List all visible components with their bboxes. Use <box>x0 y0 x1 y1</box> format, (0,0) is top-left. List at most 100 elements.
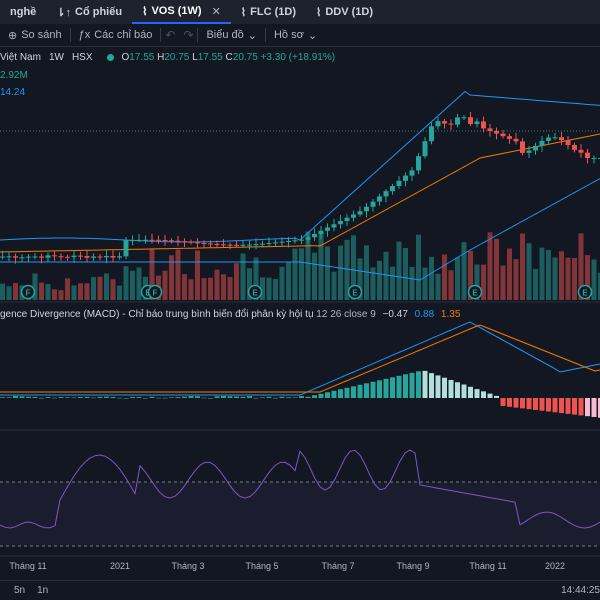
volume-bar <box>78 283 83 300</box>
undo-icon[interactable]: ↶ <box>165 28 176 42</box>
macd-line-value: 0.88 <box>414 309 435 320</box>
range-5d-button[interactable]: 5n <box>14 585 26 596</box>
macd-histogram-bar <box>91 397 96 399</box>
candle-body <box>156 239 161 241</box>
candle-body <box>292 240 298 242</box>
candle-body <box>455 117 460 125</box>
stocks-icon: ⇂↑ <box>56 6 71 19</box>
macd-histogram-bar <box>364 383 369 398</box>
candle-body <box>52 255 57 257</box>
volume-bar <box>364 245 369 300</box>
volume-bar <box>487 232 493 300</box>
candle-body <box>221 244 226 246</box>
macd-histogram-bar <box>6 397 12 398</box>
tab-stocks[interactable]: ⇂↑ Cổ phiếu <box>46 0 132 24</box>
volume-bar <box>500 265 506 300</box>
candle-body <box>260 243 265 245</box>
volume-bar <box>513 259 519 300</box>
candle-body <box>227 244 233 246</box>
volume-bar <box>162 270 168 300</box>
macd-histogram-bar <box>234 396 239 398</box>
candle-body <box>513 138 519 142</box>
volume-bar <box>370 267 376 300</box>
candle-body <box>104 255 109 258</box>
candle-body <box>351 214 356 218</box>
candle-body <box>32 256 38 258</box>
event-marker <box>147 284 163 300</box>
candle-body <box>13 256 18 258</box>
tab-stocks-label: Cổ phiếu <box>75 6 123 18</box>
candle-body <box>403 175 408 181</box>
candle-body <box>461 117 467 119</box>
tab-vos[interactable]: ⌇ VOS (1W) ✕ <box>132 0 231 24</box>
profile-button[interactable]: Hồ sơ ⌄ <box>266 29 325 42</box>
low-value: 17.55 <box>197 52 223 63</box>
chart-icon: ⌇ <box>142 5 148 18</box>
volume-bar <box>468 250 473 300</box>
candle-body <box>136 239 142 241</box>
tab-flc[interactable]: ⌇ FLC (1D) <box>231 0 306 24</box>
candle-body <box>390 186 395 192</box>
macd-histogram-bar <box>409 372 415 398</box>
macd-histogram-bar <box>526 398 532 410</box>
volume-bar <box>136 267 142 300</box>
macd-histogram-bar <box>266 396 272 398</box>
volume-bar <box>305 231 311 300</box>
clock: 14:44:25 <box>561 585 600 596</box>
volume-bar <box>110 279 116 300</box>
function-icon: ƒx <box>78 29 91 41</box>
volume-bar <box>403 248 408 300</box>
macd-histogram-bar <box>390 377 395 398</box>
chart-icon: ⌇ <box>315 6 322 19</box>
macd-histogram-bar <box>253 397 259 399</box>
chevron-down-icon: ⌄ <box>247 29 257 42</box>
macd-histogram-bar <box>331 390 337 398</box>
candle-body <box>0 256 5 258</box>
candle-body <box>565 140 571 146</box>
candle-body <box>370 201 376 207</box>
candle-body <box>234 244 239 246</box>
macd-histogram-bar <box>435 375 441 398</box>
macd-histogram-bar <box>162 397 168 399</box>
high-value: 20.75 <box>164 52 190 63</box>
candle-body <box>331 224 337 228</box>
volume-bar <box>279 266 285 300</box>
volume-bar <box>351 235 356 300</box>
macd-histogram-bar <box>13 396 18 398</box>
chart-icon: ⌇ <box>240 6 247 19</box>
candle-body <box>19 257 25 259</box>
volume-bar <box>331 271 337 300</box>
divider <box>69 28 71 42</box>
close-icon[interactable]: ✕ <box>211 5 221 18</box>
volume-bar <box>39 282 44 300</box>
volume-bar <box>565 257 571 300</box>
volume-bar <box>435 273 441 300</box>
volume-bar <box>552 257 558 300</box>
macd-histogram-bar <box>286 397 291 398</box>
chart-type-label: Biểu đồ <box>206 29 244 41</box>
candle-body <box>546 137 551 141</box>
indicators-button[interactable]: ƒx Các chỉ báo <box>71 29 161 41</box>
volume-bar <box>546 249 551 300</box>
close-value: 20.75 <box>232 52 258 63</box>
volume-bar <box>325 246 330 300</box>
volume-bar <box>208 277 213 300</box>
tab-ddv[interactable]: ⌇ DDV (1D) <box>306 0 383 24</box>
compare-button[interactable]: ⊕ So sánh <box>0 29 70 42</box>
chart-type-button[interactable]: Biểu đồ ⌄ <box>198 29 265 42</box>
candle-body <box>195 242 200 244</box>
candle-body <box>182 241 187 243</box>
candle-body <box>175 240 181 242</box>
range-1d-button[interactable]: 1n <box>37 585 49 596</box>
tab-industry[interactable]: nghề <box>0 0 46 24</box>
volume-bar <box>533 269 538 300</box>
change-value: +3.30 (+18.91%) <box>260 52 336 63</box>
macd-histogram-bar <box>195 396 200 398</box>
redo-icon[interactable]: ↷ <box>183 28 194 42</box>
volume-bar <box>461 242 467 300</box>
candle-body <box>71 255 77 258</box>
macd-histogram-bar <box>533 398 538 410</box>
volume-bar <box>214 269 220 300</box>
volume-bar <box>312 252 317 300</box>
